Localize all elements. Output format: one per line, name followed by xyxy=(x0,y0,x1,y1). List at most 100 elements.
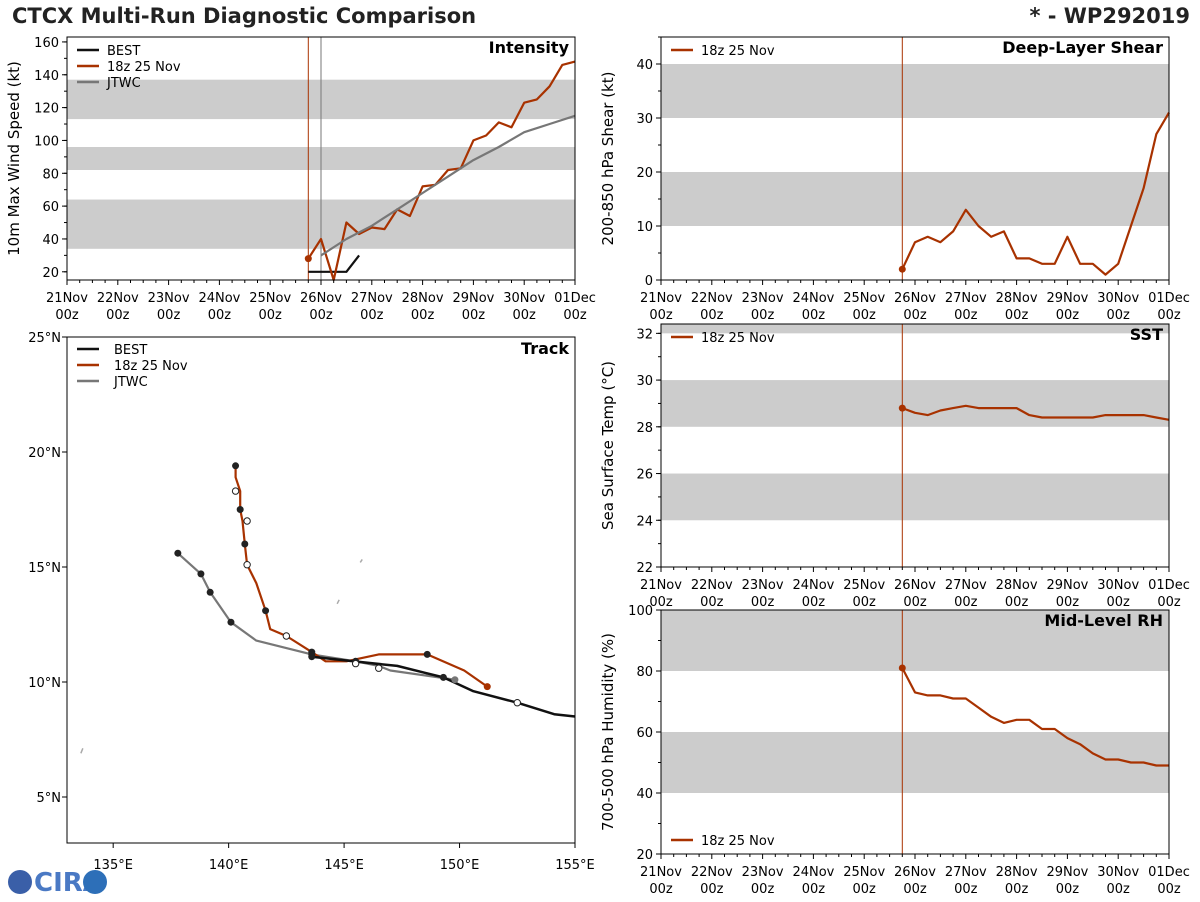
intensity-xtick-day: 25Nov xyxy=(249,291,291,306)
rh-xtick-day: 26Nov xyxy=(894,865,936,880)
sst-xtick-hour: 00z xyxy=(751,595,775,610)
rh-xtick-hour: 00z xyxy=(700,882,724,897)
rh-xtick-hour: 00z xyxy=(1005,882,1029,897)
sst-band xyxy=(661,473,1169,521)
shear-xtick-hour: 00z xyxy=(802,308,826,323)
shear-xtick-day: 25Nov xyxy=(843,291,885,306)
sst-xtick-day: 27Nov xyxy=(945,578,987,593)
track-marker xyxy=(236,506,244,513)
track-marker xyxy=(262,607,270,615)
track-frame xyxy=(66,336,576,844)
intensity-ytick-label: 140 xyxy=(34,69,59,84)
rh-xtick-hour: 00z xyxy=(1056,882,1080,897)
shear-xtick-day: 27Nov xyxy=(945,291,987,306)
intensity-xtick-hour: 00z xyxy=(411,308,435,323)
sst-frame xyxy=(660,323,1170,568)
track-open-marker xyxy=(351,659,360,668)
shear-ytick-label: 20 xyxy=(636,166,653,181)
intensity-panel xyxy=(62,36,576,285)
intensity-xtick-day: 26Nov xyxy=(300,291,342,306)
rh-ytick-label: 40 xyxy=(636,787,653,802)
track-open-marker xyxy=(282,632,291,640)
track-legend-label: BEST xyxy=(114,343,147,358)
rh-ytick-label: 100 xyxy=(628,604,653,619)
rh-title: Mid-Level RH xyxy=(1044,611,1163,630)
shear-xtick-hour: 00z xyxy=(954,308,978,323)
track-marker xyxy=(174,549,182,557)
intensity-xtick-day: 24Nov xyxy=(198,291,240,306)
sst-ylabel: Sea Surface Temp (°C) xyxy=(599,361,617,530)
intensity-xtick-hour: 00z xyxy=(208,308,232,323)
intensity-xtick-day: 29Nov xyxy=(452,291,494,306)
intensity-ytick-label: 100 xyxy=(34,134,59,149)
sst-ytick-label: 30 xyxy=(636,374,653,389)
track-xtick-label: 145°E xyxy=(324,858,364,873)
sst-xtick-day: 30Nov xyxy=(1097,578,1139,593)
rh-xtick-day: 21Nov xyxy=(640,865,682,880)
intensity-xtick-day: 21Nov xyxy=(46,291,88,306)
intensity-ytick-label: 60 xyxy=(42,200,59,215)
sst-xtick-hour: 00z xyxy=(954,595,978,610)
shear-point xyxy=(898,265,906,273)
intensity-legend-label: 18z 25 Nov xyxy=(107,60,181,75)
track-title: Track xyxy=(521,339,569,358)
rh-xtick-day: 28Nov xyxy=(996,865,1038,880)
track-marker xyxy=(451,676,459,684)
rh-point xyxy=(898,664,906,672)
intensity-xtick-day: 22Nov xyxy=(97,291,139,306)
track-series-jtwc xyxy=(177,552,456,681)
sst-xtick-day: 01Dec xyxy=(1148,578,1190,593)
track-legend-label: JTWC xyxy=(113,375,148,390)
shear-xtick-day: 22Nov xyxy=(691,291,733,306)
track-marker xyxy=(483,683,491,691)
track-marker xyxy=(439,673,447,681)
sst-band xyxy=(661,380,1169,427)
rh-xtick-day: 30Nov xyxy=(1097,865,1139,880)
shear-xtick-day: 30Nov xyxy=(1097,291,1139,306)
sst-point xyxy=(898,404,906,412)
shear-legend-label: 18z 25 Nov xyxy=(701,44,775,59)
track-open-marker xyxy=(243,517,251,525)
rh-ylabel: 700-500 hPa Humidity (%) xyxy=(599,633,617,831)
intensity-xtick-day: 23Nov xyxy=(148,291,190,306)
sst-xtick-hour: 00z xyxy=(1056,595,1080,610)
intensity-ytick-label: 120 xyxy=(34,102,59,117)
storm-id: * - WP292019 xyxy=(1029,4,1190,28)
rh-band xyxy=(661,732,1169,793)
sst-xtick-hour: 00z xyxy=(903,595,927,610)
sst-ytick-label: 22 xyxy=(636,561,653,576)
sst-ytick-label: 28 xyxy=(636,421,653,436)
cira-logo: CIRA xyxy=(4,864,114,902)
intensity-xtick-hour: 00z xyxy=(360,308,384,323)
shear-xtick-day: 24Nov xyxy=(792,291,834,306)
shear-xtick-day: 21Nov xyxy=(640,291,682,306)
shear-xtick-day: 26Nov xyxy=(894,291,936,306)
intensity-point xyxy=(304,255,312,263)
track-marker xyxy=(232,462,240,470)
intensity-ylabel: 10m Max Wind Speed (kt) xyxy=(5,61,23,256)
intensity-series-jtwc xyxy=(320,114,576,257)
sst-xtick-hour: 00z xyxy=(700,595,724,610)
intensity-ytick-label: 20 xyxy=(42,266,59,281)
intensity-legend-label: BEST xyxy=(107,44,140,59)
shear-band xyxy=(661,172,1169,226)
shear-xtick-day: 23Nov xyxy=(742,291,784,306)
sst-ytick-label: 24 xyxy=(636,514,653,529)
intensity-xtick-day: 30Nov xyxy=(503,291,545,306)
shear-series-18z-25-nov xyxy=(901,112,1170,276)
intensity-ytick-label: 40 xyxy=(42,233,59,248)
track-marker xyxy=(227,618,235,626)
intensity-xtick-hour: 00z xyxy=(309,308,333,323)
sst-xtick-day: 22Nov xyxy=(691,578,733,593)
intensity-xtick-day: 27Nov xyxy=(351,291,393,306)
shear-ylabel: 200-850 hPa Shear (kt) xyxy=(599,72,617,246)
rh-xtick-day: 24Nov xyxy=(792,865,834,880)
logo-swirl-icon xyxy=(83,870,107,894)
track-marker xyxy=(197,570,205,578)
shear-panel xyxy=(656,36,1170,285)
sst-xtick-hour: 00z xyxy=(1157,595,1181,610)
track-island xyxy=(336,599,340,605)
track-marker xyxy=(206,588,214,596)
track-ytick-label: 20°N xyxy=(28,446,61,461)
